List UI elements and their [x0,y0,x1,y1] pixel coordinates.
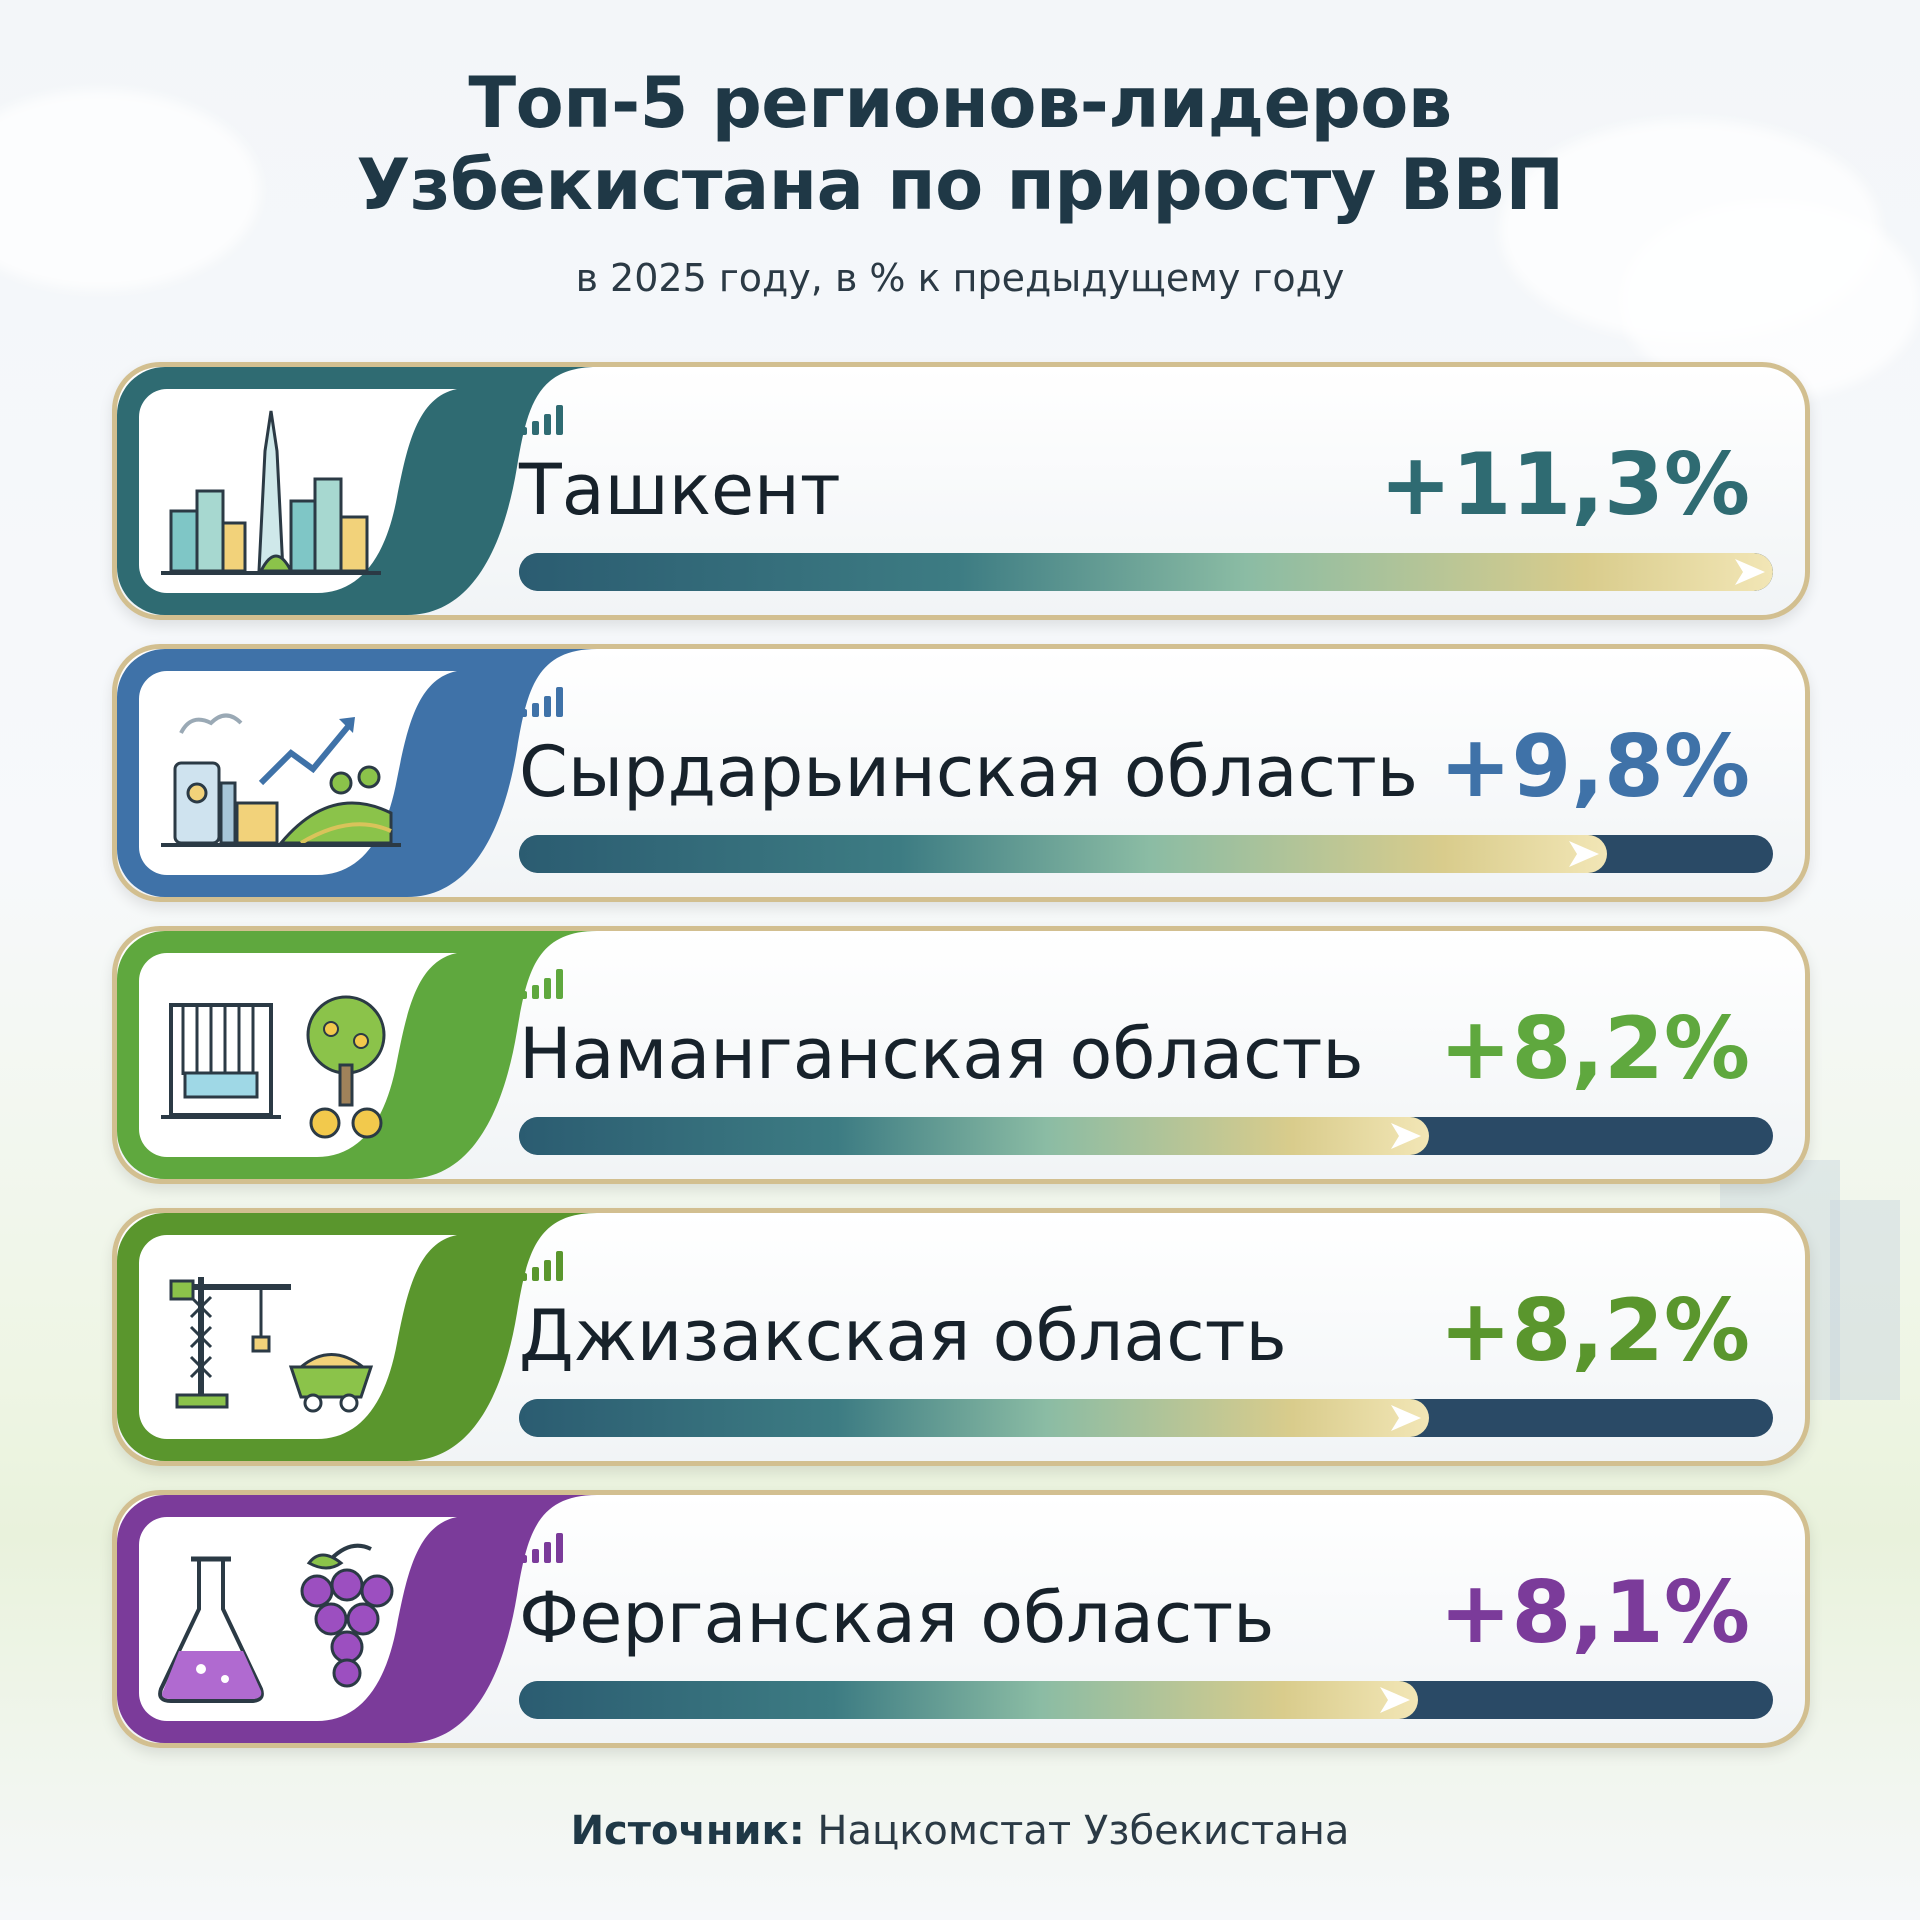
progress-fill [519,1399,1429,1437]
progress-track [519,835,1773,873]
signal-bars-icon [520,1251,563,1281]
background-building [1830,1200,1900,1400]
region-value: +8,2% [1439,1281,1750,1381]
source-value: Нацкомстат Узбекистана [817,1808,1350,1854]
region-name: Джизакская область [519,1295,1287,1377]
construction-crane-ore-cart-icon [141,1237,441,1437]
title-line-2: Узбекистана по приросту ВВП [356,144,1564,226]
progress-track [519,1117,1773,1155]
region-card: Наманганская область +8,2% [112,926,1810,1184]
progress-track [519,1399,1773,1437]
region-name: Ташкент [519,449,841,531]
progress-fill [519,835,1607,873]
progress-fill [519,1117,1429,1155]
region-value: +11,3% [1379,435,1750,535]
region-name: Наманганская область [519,1013,1364,1095]
source-note: Источник: Нацкомстат Узбекистана [0,1808,1920,1854]
arrow-head-icon [1569,841,1599,867]
region-value: +9,8% [1439,717,1750,817]
city-skyline-icon [141,391,441,591]
factory-growth-icon [141,673,441,873]
textile-loom-apple-tree-icon [141,955,441,1155]
region-name: Ферганская область [519,1577,1275,1659]
background-cloud [0,90,260,290]
region-card: Сырдарьинская область +9,8% [112,644,1810,902]
source-label: Источник: [570,1808,805,1854]
arrow-head-icon [1391,1405,1421,1431]
progress-fill [519,553,1773,591]
progress-fill [519,1681,1418,1719]
title-line-1: Топ-5 регионов-лидеров [468,62,1452,144]
region-card: Ферганская область +8,1% [112,1490,1810,1748]
region-card: Ташкент +11,3% [112,362,1810,620]
region-value: +8,1% [1439,1563,1750,1663]
flask-grapes-icon [141,1519,441,1719]
page-subtitle: в 2025 году, в % к предыдущему году [575,256,1345,300]
progress-track [519,1681,1773,1719]
arrow-head-icon [1735,559,1765,585]
arrow-head-icon [1380,1687,1410,1713]
signal-bars-icon [520,405,563,435]
region-value: +8,2% [1439,999,1750,1099]
arrow-head-icon [1391,1123,1421,1149]
region-name: Сырдарьинская область [519,731,1418,813]
progress-track [519,553,1773,591]
signal-bars-icon [520,969,563,999]
signal-bars-icon [520,1533,563,1563]
region-card: Джизакская область +8,2% [112,1208,1810,1466]
page-title: Топ-5 регионов-лидеров Узбекистана по пр… [0,62,1920,226]
signal-bars-icon [520,687,563,717]
